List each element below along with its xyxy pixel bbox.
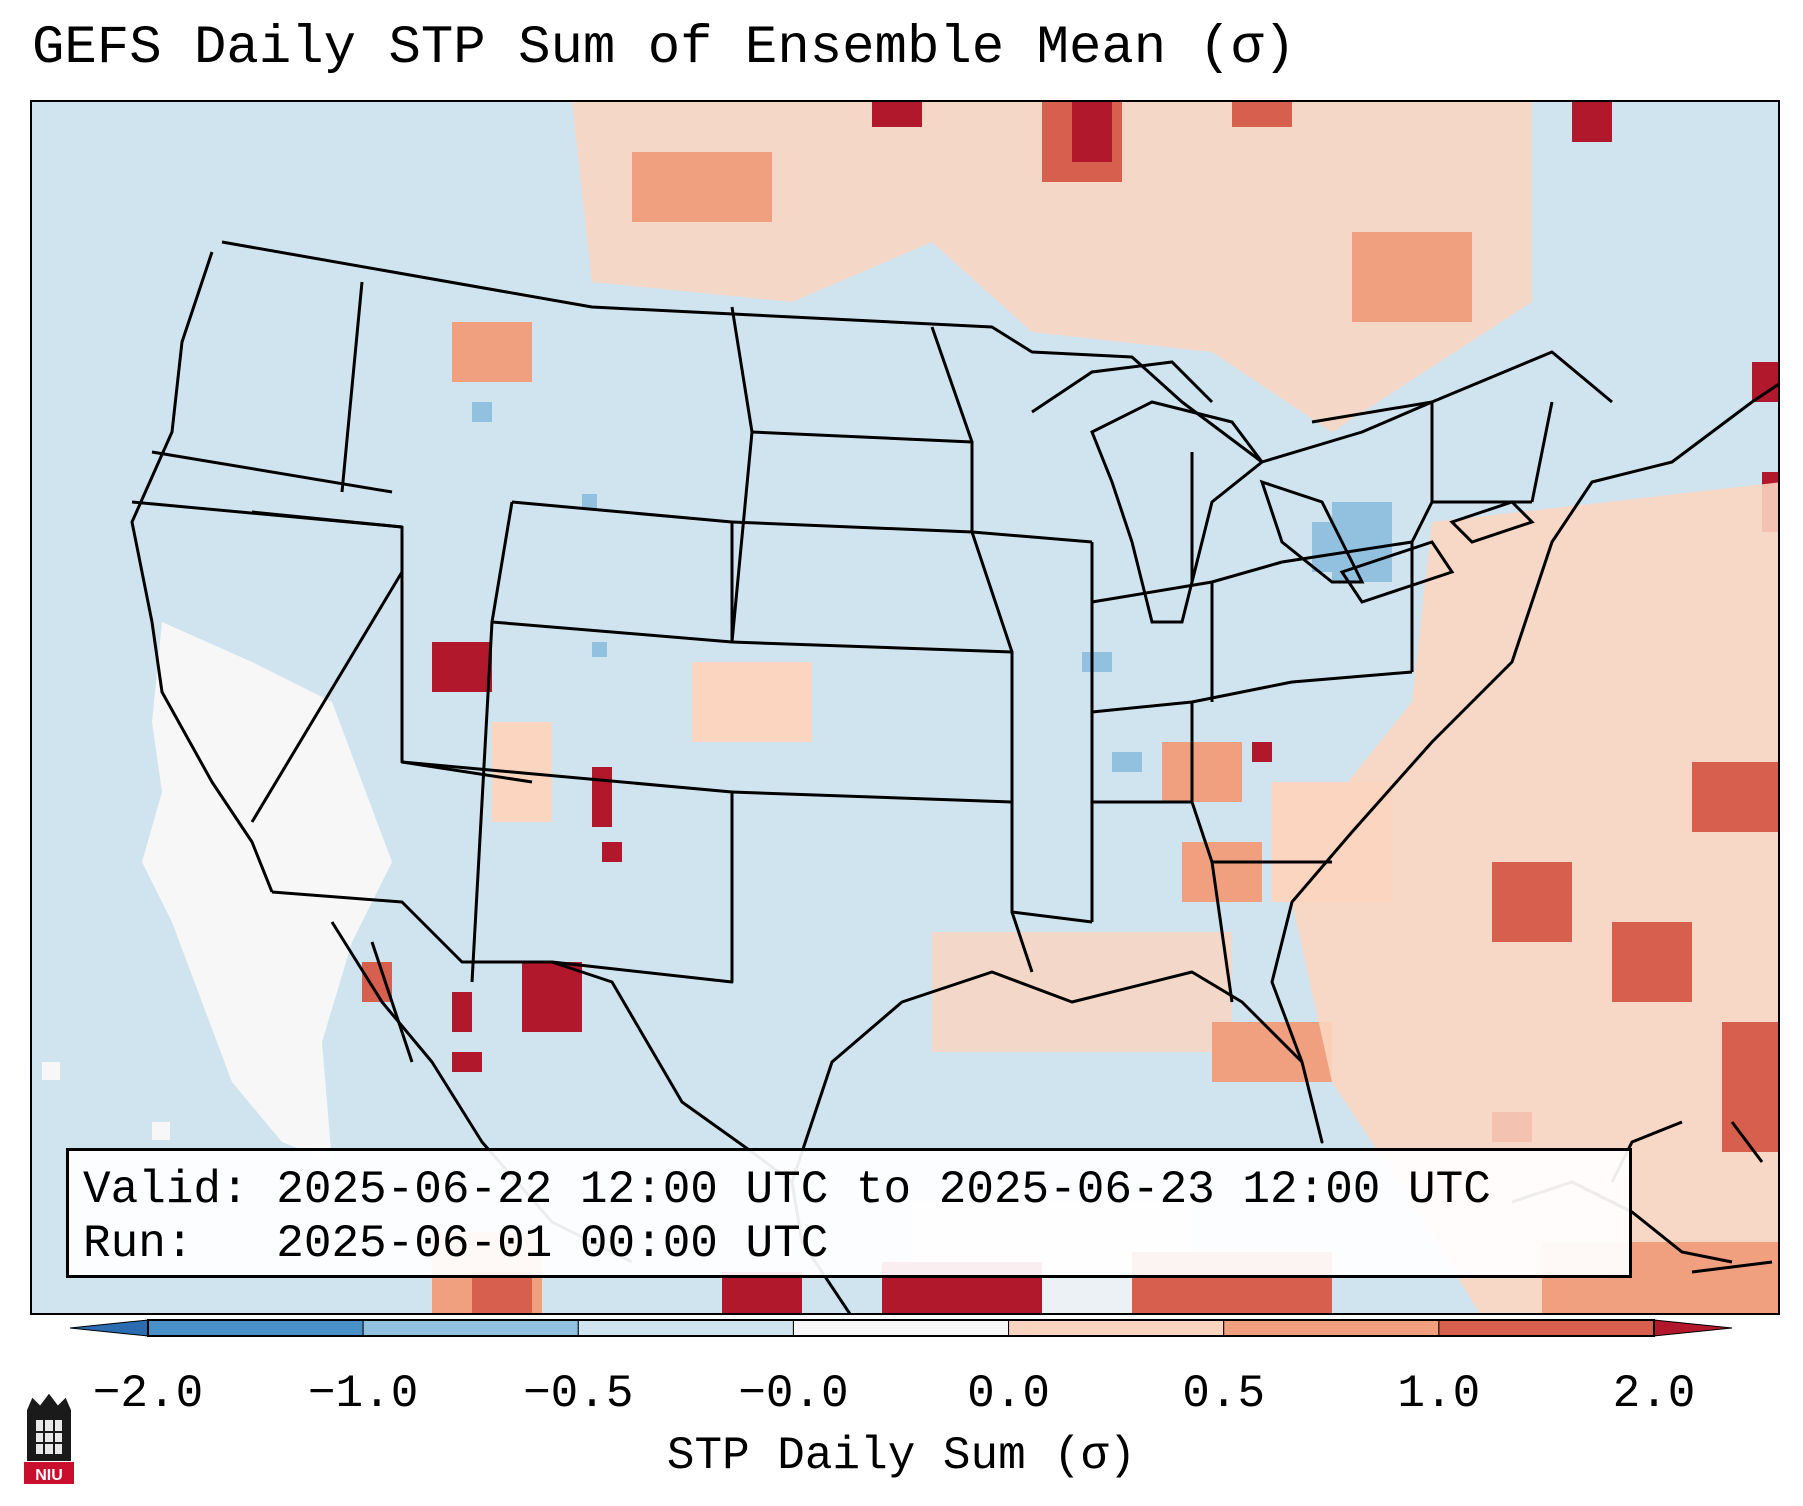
colorbar-tick-label: 2.0 (1613, 1368, 1696, 1420)
colorbar-bin (1224, 1320, 1439, 1336)
colorbar-label: STP Daily Sum (σ) (0, 1430, 1803, 1482)
colorbar-tick-label: 0.0 (967, 1368, 1050, 1420)
run-time-text: Run: 2025-06-01 00:00 UTC (83, 1217, 1615, 1271)
niu-logo: NIU (20, 1390, 78, 1486)
colorbar-bin (363, 1320, 578, 1336)
colorbar-bin (70, 1320, 148, 1336)
logo-text: NIU (35, 1467, 63, 1484)
colorbar-bin (1009, 1320, 1224, 1336)
colorbar-bin (1439, 1320, 1654, 1336)
colorbar-tick-label: −0.5 (523, 1368, 633, 1420)
validity-info-box: Valid: 2025-06-22 12:00 UTC to 2025-06-2… (66, 1148, 1632, 1278)
colorbar-tick-label: −1.0 (308, 1368, 418, 1420)
colorbar-tick-label: 1.0 (1397, 1368, 1480, 1420)
map-panel (30, 100, 1780, 1315)
map-title: GEFS Daily STP Sum of Ensemble Mean (σ) (32, 22, 1296, 76)
colorbar-tick-label: 0.5 (1182, 1368, 1265, 1420)
valid-time-text: Valid: 2025-06-22 12:00 UTC to 2025-06-2… (83, 1163, 1615, 1217)
colorbar (70, 1312, 1750, 1342)
colorbar-bin (793, 1320, 1008, 1336)
colorbar-tick-label: −0.0 (738, 1368, 848, 1420)
stp-map (32, 102, 1780, 1315)
colorbar-tick-label: −2.0 (93, 1368, 203, 1420)
colorbar-bin (1654, 1320, 1732, 1336)
colorbar-bin (578, 1320, 793, 1336)
colorbar-bin (148, 1320, 363, 1336)
